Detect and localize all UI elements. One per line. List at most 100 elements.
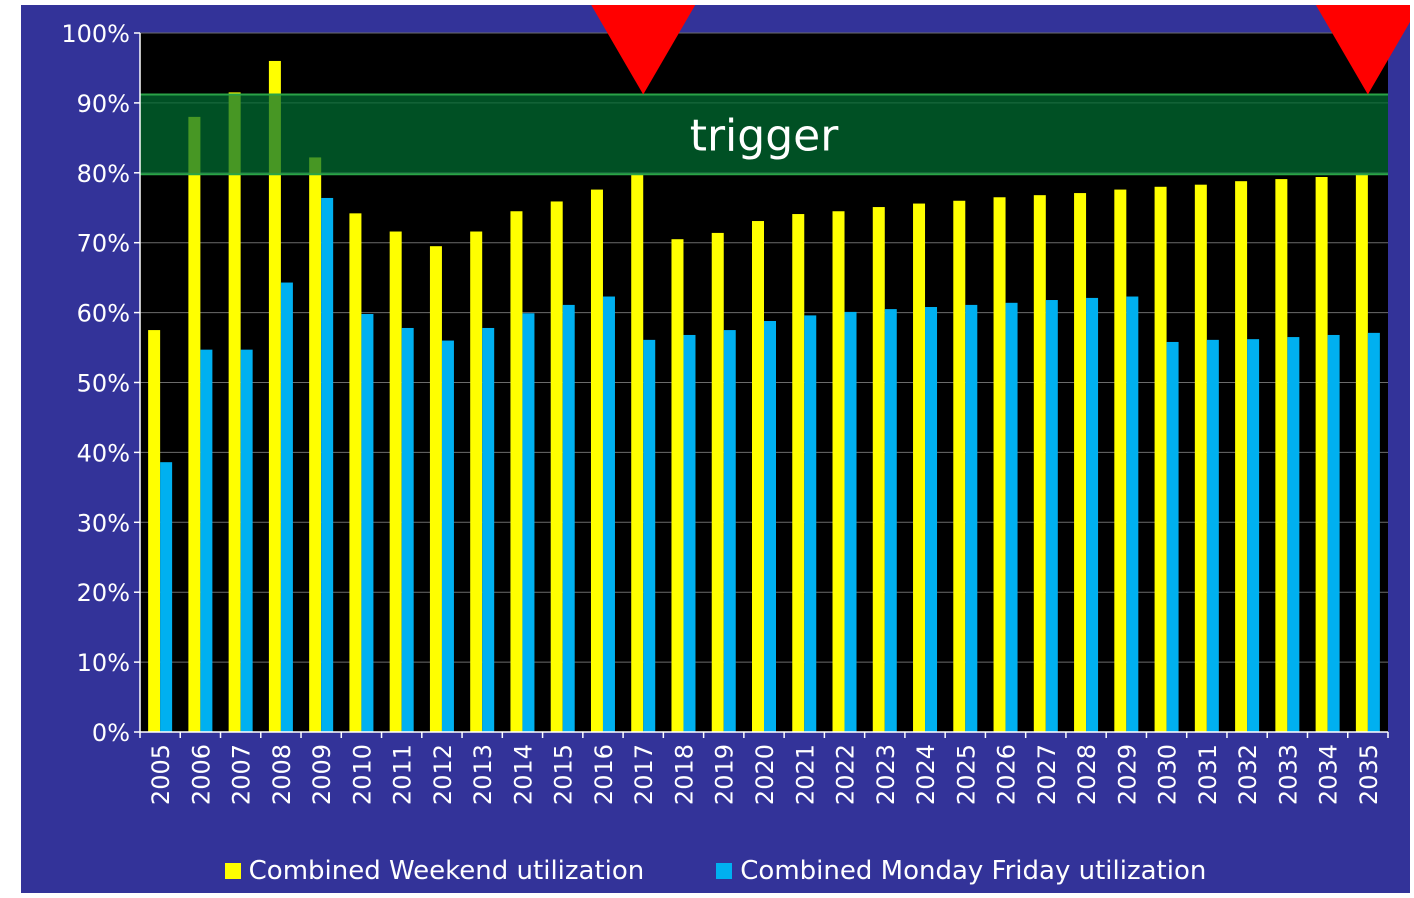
bar-weekend-2029 [1114, 189, 1127, 733]
bar-weekend-2018 [671, 239, 684, 732]
x-tick-label: 2017 [630, 744, 658, 805]
x-tick-label: 2023 [872, 744, 900, 805]
trigger-band [140, 94, 1388, 175]
y-tick-label: 0% [92, 719, 130, 747]
x-tick-label: 2027 [1033, 744, 1061, 805]
x-tick-label: 2025 [952, 744, 980, 805]
bar-weekend-2020 [752, 221, 764, 732]
legend: Combined Weekend utilization Combined Mo… [21, 853, 1410, 889]
bar-weekend-2025 [953, 200, 966, 732]
x-tick-label: 2035 [1355, 744, 1383, 805]
bar-weekday-2016 [602, 296, 615, 732]
bar-weekday-2007 [240, 349, 253, 732]
bar-weekend-2026 [993, 197, 1006, 732]
bar-weekend-2010 [349, 213, 362, 733]
bar-weekend-2008 [268, 60, 281, 732]
marker-2035 [1315, 5, 1410, 95]
bar-weekday-2022 [844, 311, 857, 732]
y-tick-label: 90% [77, 90, 130, 118]
bar-weekend-2022 [832, 211, 845, 732]
marker-2017 [591, 5, 696, 95]
bar-weekday-2009 [321, 197, 334, 733]
bar-weekday-2026 [1005, 302, 1018, 732]
x-tick-label: 2026 [993, 744, 1021, 805]
bar-weekday-2033 [1287, 337, 1300, 732]
bar-weekend-2007 [228, 92, 241, 733]
bar-weekday-2019 [723, 330, 736, 732]
y-tick-label: 70% [77, 230, 130, 258]
x-tick-label: 2020 [751, 744, 779, 805]
bar-weekend-2016 [590, 189, 603, 733]
bar-weekday-2018 [683, 334, 696, 732]
bar-weekday-2035 [1367, 332, 1380, 732]
bar-weekday-2010 [361, 313, 374, 732]
bar-weekend-2019 [711, 232, 724, 732]
x-tick-label: 2032 [1234, 744, 1262, 805]
x-tick-label: 2008 [268, 744, 296, 805]
bar-weekend-2028 [1074, 193, 1087, 733]
x-tick-label: 2022 [832, 744, 860, 805]
bar-weekday-2013 [482, 327, 495, 732]
bar-weekday-2023 [884, 309, 897, 732]
y-tick-label: 80% [77, 160, 130, 188]
bar-weekend-2013 [470, 231, 483, 733]
trigger-label: trigger [690, 110, 839, 161]
bar-weekend-2011 [389, 231, 402, 733]
y-tick-label: 60% [77, 300, 130, 328]
bar-weekend-2024 [913, 203, 926, 732]
x-tick-label: 2029 [1113, 744, 1141, 805]
bar-weekday-2006 [200, 349, 213, 732]
bar-weekday-2025 [965, 304, 978, 732]
bar-weekend-2031 [1194, 184, 1207, 733]
x-tick-label: 2014 [509, 744, 537, 805]
bar-weekend-2030 [1154, 186, 1167, 732]
bar-weekend-2015 [550, 201, 563, 733]
legend-label-weekday: Combined Monday Friday utilization [740, 856, 1207, 886]
x-tick-label: 2012 [429, 744, 457, 805]
bar-weekday-2029 [1126, 296, 1139, 732]
bar-weekday-2021 [804, 315, 817, 732]
y-tick-label: 50% [77, 370, 130, 398]
y-tick-label: 30% [77, 509, 130, 537]
bar-weekend-2006 [188, 116, 201, 732]
bar-weekend-2012 [429, 246, 442, 732]
x-tick-label: 2010 [348, 744, 376, 805]
y-tick-label: 10% [77, 649, 130, 677]
bar-weekday-2005 [160, 462, 173, 732]
x-tick-label: 2021 [791, 744, 819, 805]
bar-weekday-2032 [1247, 339, 1260, 732]
legend-label-weekend: Combined Weekend utilization [248, 856, 645, 886]
x-tick-label: 2006 [187, 744, 215, 805]
bar-weekday-2015 [562, 304, 575, 732]
y-tick-label: 20% [77, 579, 130, 607]
bar-weekday-2030 [1166, 341, 1179, 732]
x-tick-label: 2019 [711, 744, 739, 805]
x-tick-label: 2033 [1274, 744, 1302, 805]
legend-swatch-weekend [224, 863, 241, 879]
bar-weekend-2034 [1315, 176, 1328, 732]
x-tick-label: 2028 [1073, 744, 1101, 805]
bar-weekday-2012 [441, 340, 454, 732]
x-tick-label: 2009 [308, 744, 336, 805]
y-tick-label: 40% [77, 439, 130, 467]
bar-weekday-2014 [522, 313, 535, 732]
legend-item-weekend: Combined Weekend utilization [224, 856, 645, 886]
bar-weekend-2021 [792, 214, 805, 732]
bar-weekend-2033 [1275, 179, 1288, 732]
y-tick-label: 100% [61, 20, 130, 48]
x-tick-label: 2015 [550, 744, 578, 805]
bar-weekday-2027 [1045, 300, 1058, 732]
bar-weekday-2017 [643, 339, 656, 732]
x-tick-label: 2013 [469, 744, 497, 805]
bar-weekend-2023 [872, 207, 885, 732]
bar-weekend-2014 [510, 211, 523, 732]
bar-weekday-2034 [1327, 334, 1340, 732]
legend-item-weekday: Combined Monday Friday utilization [716, 856, 1206, 886]
bar-weekday-2024 [925, 307, 938, 732]
bar-weekday-2031 [1206, 339, 1219, 732]
bar-weekday-2028 [1086, 297, 1099, 732]
x-tick-label: 2031 [1194, 744, 1222, 805]
x-tick-label: 2016 [590, 744, 618, 805]
bar-weekday-2008 [280, 282, 293, 732]
x-tick-label: 2005 [147, 744, 175, 805]
